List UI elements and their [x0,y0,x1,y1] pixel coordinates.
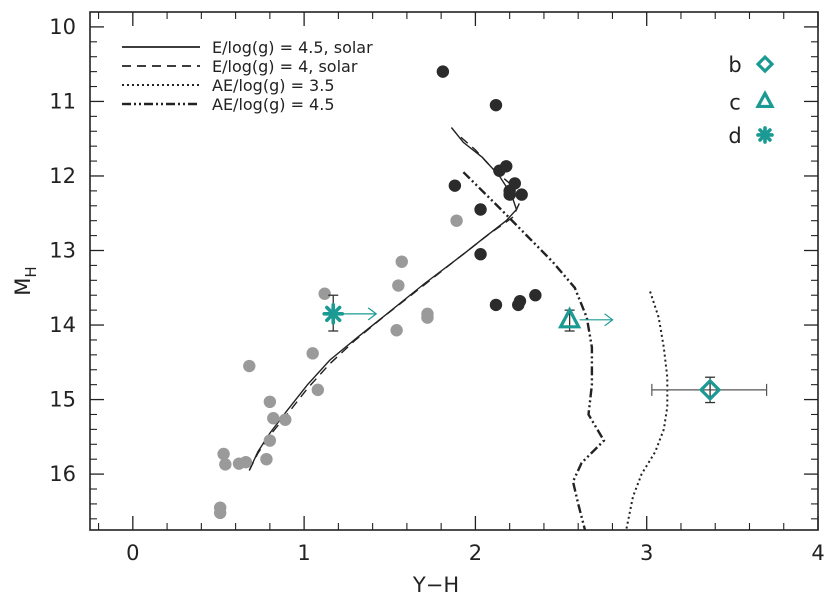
plot-frame [89,11,819,531]
light-point [219,458,232,471]
y-tick-label: 15 [49,388,76,412]
light-point [311,383,325,397]
light-point [243,359,256,373]
dark-point [436,65,450,78]
light-point [450,214,463,227]
light-point [263,434,277,447]
y-tick-label: 10 [49,15,76,39]
diamond-marker [698,378,722,402]
light-point [306,347,319,360]
dark-point [448,179,462,192]
legend-entry-label: E/log(g) = 4.5, solar [212,38,373,57]
y-axis-label-main: M [11,278,35,296]
light-point [318,287,331,300]
y-tick-label: 11 [49,89,76,113]
marker-key-triangle [755,90,775,109]
object-b [651,376,768,404]
asterisk-marker [322,303,345,325]
x-tick-label: 1 [297,541,310,565]
marker-key-label-b: b [728,53,741,77]
dark-point [503,188,516,201]
y-tick-label: 16 [49,462,76,486]
curve-dashdotdot [462,171,606,530]
light-point [267,412,280,425]
y-tick-label: 13 [49,239,76,263]
light-point [213,506,227,520]
light-point [279,413,292,426]
marker-key-label-d: d [728,124,741,148]
light-point [395,255,408,268]
dark-point [515,188,528,201]
dark-point [513,294,527,308]
dark-point [489,98,503,112]
light-point [263,395,277,409]
x-tick-label: 4 [811,541,824,565]
light-point [390,324,403,337]
limit-arrow-head [367,307,378,321]
asterisk-stroke [325,305,342,323]
marker-key-asterisk [756,126,774,144]
marker-key-label-c: c [729,90,741,114]
x-tick-label: 3 [640,541,653,565]
light-point [421,311,434,324]
x-tick-label: 0 [126,541,139,565]
light-point [232,457,246,470]
triangle-marker [557,306,582,329]
legend-entry-label: AE/log(g) = 4.5 [212,95,335,114]
y-axis-label-sub: H [22,266,40,277]
dark-point [474,203,487,216]
curve-dotted [625,291,669,530]
marker-key-diamond [755,54,775,74]
light-point [392,279,405,292]
x-axis-label: Y−H [412,573,459,597]
object-d [322,294,378,332]
x-tick-label: 2 [469,541,482,565]
legend-entry-label: E/log(g) = 4, solar [212,57,358,76]
dark-point [489,298,503,312]
data-points [213,65,542,520]
y-tick-label: 12 [49,164,76,188]
y-axis-label: MH [11,266,40,295]
dark-point [474,248,487,261]
light-point [260,452,273,466]
dark-point [529,289,542,302]
y-tick-label: 14 [49,313,76,337]
marker-key: bcd [728,53,775,148]
highlighted-objects [322,294,768,404]
light-point [217,447,230,461]
object-c [557,306,614,332]
dark-point [500,160,513,173]
asterisk-stroke [758,128,772,142]
limit-arrow-head [604,313,614,327]
legend-entry-label: AE/log(g) = 3.5 [212,76,335,95]
